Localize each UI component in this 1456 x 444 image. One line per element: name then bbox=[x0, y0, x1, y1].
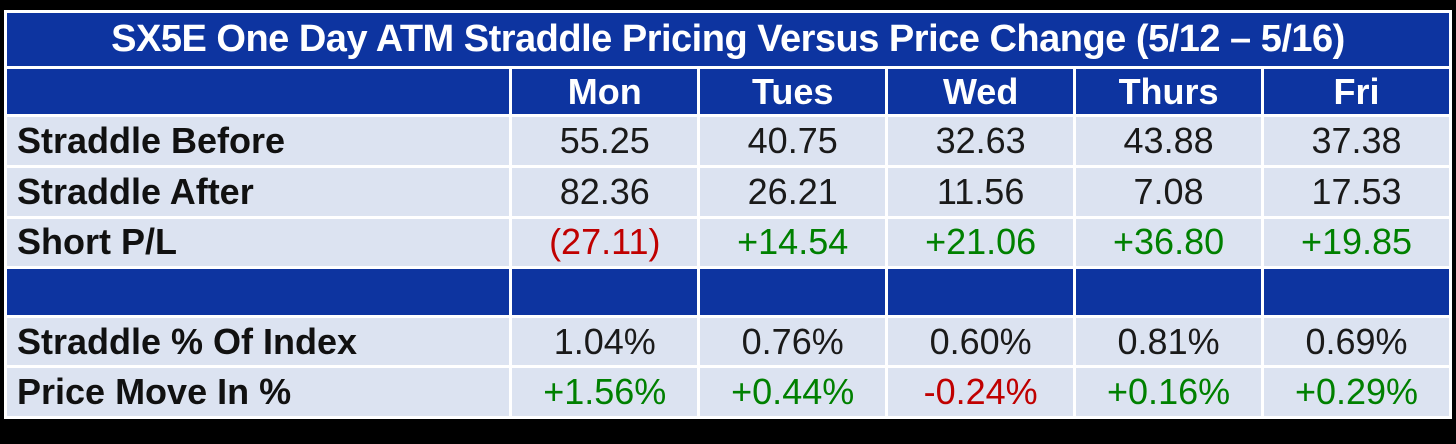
table-body: Straddle Before 55.25 40.75 32.63 43.88 37.38… bbox=[7, 117, 1449, 416]
row-label: Short P/L bbox=[7, 218, 510, 267]
table-row: Straddle Before 55.25 40.75 32.63 43.88 37.38 bbox=[7, 117, 1449, 165]
column-header-tues: Tues bbox=[700, 68, 886, 115]
straddle-pricing-table: SX5E One Day ATM Straddle Pricing Versus… bbox=[4, 10, 1452, 419]
cell-value bbox=[512, 269, 698, 315]
cell-value: 40.75 bbox=[700, 117, 886, 165]
cell-value: +0.16% bbox=[1076, 368, 1262, 416]
row-label: Straddle After bbox=[7, 167, 510, 216]
cell-value: +1.56% bbox=[512, 368, 698, 416]
cell-value: 17.53 bbox=[1264, 167, 1449, 216]
cell-value: 55.25 bbox=[512, 117, 698, 165]
row-label: Straddle % Of Index bbox=[7, 317, 510, 366]
table-row: Short P/L (27.11) +14.54 +21.06 +36.80 +19.85 bbox=[7, 218, 1449, 267]
cell-value: +21.06 bbox=[888, 218, 1074, 267]
cell-value: 7.08 bbox=[1076, 167, 1262, 216]
cell-value: 0.81% bbox=[1076, 317, 1262, 366]
cell-value: 82.36 bbox=[512, 167, 698, 216]
cell-value: 43.88 bbox=[1076, 117, 1262, 165]
cell-value: 11.56 bbox=[888, 167, 1074, 216]
cell-value: +0.44% bbox=[700, 368, 886, 416]
separator-row bbox=[7, 269, 1449, 315]
cell-value bbox=[888, 269, 1074, 315]
column-header-wed: Wed bbox=[888, 68, 1074, 115]
cell-value: +0.29% bbox=[1264, 368, 1449, 416]
cell-value bbox=[700, 269, 886, 315]
table-row: Straddle % Of Index 1.04% 0.76% 0.60% 0.81% 0… bbox=[7, 317, 1449, 366]
cell-value: +14.54 bbox=[700, 218, 886, 267]
row-label: Price Move In % bbox=[7, 368, 510, 416]
header-row: Mon Tues Wed Thurs Fri bbox=[7, 68, 1449, 115]
cell-value: +19.85 bbox=[1264, 218, 1449, 267]
cell-value: +36.80 bbox=[1076, 218, 1262, 267]
column-header-thurs: Thurs bbox=[1076, 68, 1262, 115]
cell-value: 0.69% bbox=[1264, 317, 1449, 366]
column-header-mon: Mon bbox=[512, 68, 698, 115]
table-row: Price Move In % +1.56% +0.44% -0.24% +0.16% +… bbox=[7, 368, 1449, 416]
row-label bbox=[7, 269, 510, 315]
table-row: Straddle After 82.36 26.21 11.56 7.08 17.53 bbox=[7, 167, 1449, 216]
straddle-pricing-table-wrap: SX5E One Day ATM Straddle Pricing Versus… bbox=[4, 10, 1452, 419]
cell-value bbox=[1264, 269, 1449, 315]
cell-value: 0.76% bbox=[700, 317, 886, 366]
cell-value: (27.11) bbox=[512, 218, 698, 267]
cell-value: 0.60% bbox=[888, 317, 1074, 366]
table-title: SX5E One Day ATM Straddle Pricing Versus… bbox=[7, 13, 1449, 66]
corner-cell bbox=[7, 68, 510, 115]
cell-value: -0.24% bbox=[888, 368, 1074, 416]
cell-value: 1.04% bbox=[512, 317, 698, 366]
title-row: SX5E One Day ATM Straddle Pricing Versus… bbox=[7, 13, 1449, 66]
cell-value: 37.38 bbox=[1264, 117, 1449, 165]
cell-value bbox=[1076, 269, 1262, 315]
cell-value: 26.21 bbox=[700, 167, 886, 216]
row-label: Straddle Before bbox=[7, 117, 510, 165]
cell-value: 32.63 bbox=[888, 117, 1074, 165]
column-header-fri: Fri bbox=[1264, 68, 1449, 115]
